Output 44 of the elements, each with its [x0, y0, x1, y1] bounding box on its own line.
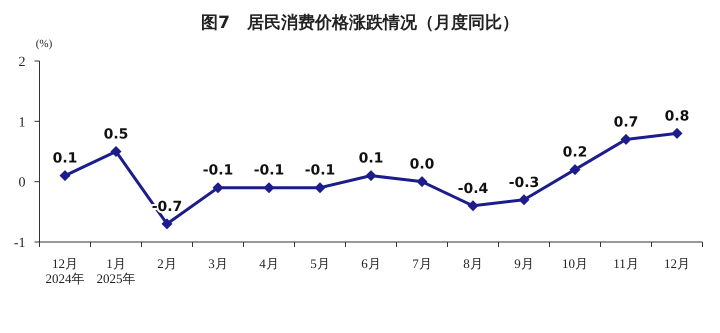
data-label: 0.2 [562, 144, 588, 161]
x-tick-label: 8月 [463, 256, 483, 271]
point [162, 218, 172, 230]
x-tick-label: 9月 [514, 256, 534, 271]
point [110, 146, 122, 157]
x-tick-label: 12月 [664, 256, 690, 271]
data-label: -0.1 [254, 162, 284, 179]
x-tick-label: 11月 [613, 256, 639, 271]
x-tick-label: 5月 [310, 256, 330, 271]
y-axis-title: (%) [36, 38, 53, 50]
point [212, 182, 224, 194]
x-tick-label: 1月 2025年 [96, 256, 136, 286]
point [672, 128, 682, 139]
data-label: 0.0 [410, 156, 435, 173]
data-label: -0.4 [458, 180, 489, 197]
x-tick-label: 4月 [259, 256, 279, 271]
point [264, 182, 274, 194]
data-label: 0.7 [614, 114, 638, 130]
x-tick-label: 3月 [208, 256, 228, 271]
y-tick-label: 1 [18, 115, 26, 130]
chart-title: 图7 居民消费价格涨跌情况（月度同比） [201, 13, 519, 33]
data-label: 0.1 [52, 150, 78, 167]
point [468, 200, 478, 212]
y-tick-label: -1 [14, 236, 26, 251]
data-label: 0.5 [104, 126, 128, 142]
point [620, 134, 632, 145]
x-tick-label: 7月 [412, 256, 432, 271]
data-label: -0.3 [508, 174, 540, 191]
point [366, 170, 376, 182]
x-tick-label: 2月 [157, 256, 177, 271]
point [518, 194, 530, 206]
point [416, 176, 428, 188]
data-label: 0.1 [358, 150, 384, 167]
x-tick-label: 12月 2024年 [46, 256, 84, 286]
data-label: -0.1 [202, 162, 234, 179]
point [570, 164, 580, 176]
y-tick-label: 2 [18, 55, 26, 70]
point [60, 170, 70, 182]
x-tick-label: 10月 [562, 256, 588, 271]
point [314, 182, 326, 194]
data-label: -0.1 [304, 162, 336, 179]
y-tick-label: 0 [18, 176, 26, 191]
x-tick-label: 6月 [361, 256, 381, 271]
data-label: 0.8 [664, 108, 690, 124]
